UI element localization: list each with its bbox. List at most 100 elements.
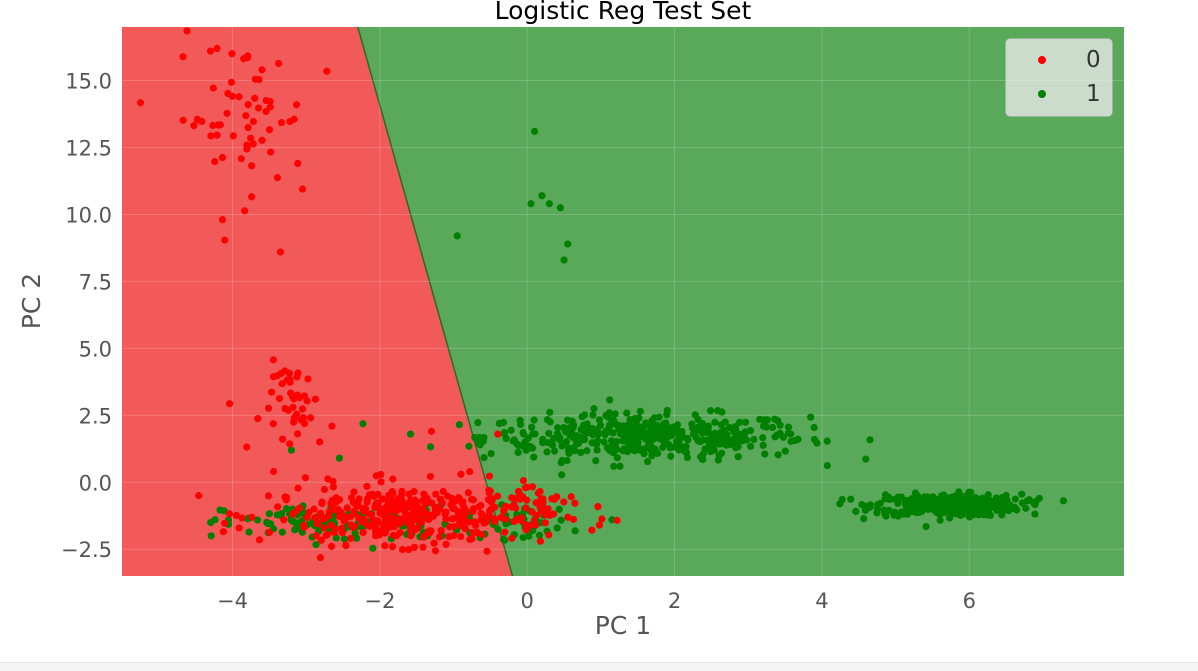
data-point-class-0 <box>289 403 297 411</box>
data-point-class-0 <box>281 404 289 413</box>
data-point-class-1 <box>312 541 320 549</box>
data-point-class-0 <box>477 516 485 524</box>
data-point-class-1 <box>538 192 546 200</box>
data-point-class-0 <box>487 498 496 506</box>
data-point-class-0 <box>327 521 335 529</box>
data-point-class-1 <box>560 256 568 264</box>
data-point-class-0 <box>179 116 187 124</box>
data-point-class-0 <box>522 521 530 529</box>
data-point-class-0 <box>431 547 440 555</box>
data-point-class-0 <box>206 47 215 55</box>
data-point-class-1 <box>616 462 624 470</box>
data-point-class-0 <box>300 523 308 532</box>
data-point-class-1 <box>623 409 631 417</box>
data-point-class-0 <box>359 504 367 512</box>
data-point-class-1 <box>710 446 718 454</box>
data-point-class-1 <box>1031 510 1039 518</box>
data-point-class-0 <box>394 495 403 503</box>
data-point-class-1 <box>747 442 755 450</box>
data-point-class-1 <box>530 453 538 461</box>
data-point-class-0 <box>417 517 425 525</box>
data-point-class-0 <box>251 94 259 102</box>
data-point-class-1 <box>530 127 539 136</box>
data-point-class-1 <box>711 418 719 426</box>
data-point-class-1 <box>455 421 463 429</box>
data-point-class-0 <box>278 380 286 388</box>
data-point-class-1 <box>932 503 940 511</box>
data-point-class-0 <box>232 511 240 520</box>
data-point-class-0 <box>359 528 367 537</box>
data-point-class-0 <box>336 509 344 517</box>
data-point-class-0 <box>485 507 494 516</box>
data-point-class-1 <box>519 428 527 437</box>
data-point-class-1 <box>278 509 286 518</box>
data-point-class-0 <box>435 533 444 541</box>
data-point-class-1 <box>612 437 621 446</box>
data-point-class-1 <box>605 409 613 417</box>
data-point-class-1 <box>571 447 579 455</box>
data-point-class-1 <box>551 447 559 455</box>
data-point-class-1 <box>553 524 561 532</box>
data-point-class-1 <box>791 436 799 445</box>
data-point-class-0 <box>251 75 259 83</box>
data-point-class-1 <box>697 453 705 461</box>
data-point-class-1 <box>940 508 948 516</box>
data-point-class-1 <box>500 428 509 437</box>
data-point-class-1 <box>615 425 623 433</box>
data-point-class-1 <box>340 535 349 543</box>
data-point-class-1 <box>967 488 975 497</box>
data-point-class-1 <box>583 447 591 455</box>
data-point-class-0 <box>269 356 277 364</box>
data-point-class-1 <box>207 532 215 540</box>
data-point-class-1 <box>682 443 690 451</box>
data-point-class-1 <box>660 420 668 428</box>
data-point-class-0 <box>286 378 294 386</box>
data-point-class-0 <box>536 504 544 512</box>
data-point-class-0 <box>330 528 338 537</box>
data-point-class-0 <box>313 520 322 528</box>
data-point-class-0 <box>264 404 273 412</box>
data-point-class-0 <box>274 503 282 511</box>
data-point-class-0 <box>426 472 435 481</box>
data-point-class-0 <box>317 536 325 544</box>
data-point-class-1 <box>771 415 779 423</box>
data-point-class-0 <box>354 500 362 508</box>
data-point-class-0 <box>372 472 380 480</box>
data-point-class-0 <box>290 115 298 123</box>
data-point-class-1 <box>655 413 663 421</box>
data-point-class-1 <box>1059 497 1068 505</box>
data-point-class-1 <box>890 511 898 519</box>
data-point-class-0 <box>442 508 450 516</box>
data-point-class-1 <box>287 446 296 454</box>
data-point-class-0 <box>244 100 252 109</box>
data-point-class-0 <box>532 521 540 529</box>
data-point-class-0 <box>398 545 407 554</box>
data-point-class-1 <box>873 509 881 517</box>
data-point-class-1 <box>659 443 667 452</box>
data-point-class-0 <box>249 117 257 126</box>
data-point-class-0 <box>237 155 245 163</box>
data-point-class-1 <box>642 419 650 427</box>
data-point-class-1 <box>698 420 707 428</box>
data-point-class-0 <box>382 502 391 511</box>
x-tick-label: −4 <box>217 589 248 613</box>
data-point-class-0 <box>350 509 359 517</box>
data-point-class-1 <box>913 492 922 500</box>
data-point-class-1 <box>862 455 870 463</box>
data-point-class-0 <box>258 66 266 74</box>
data-point-class-1 <box>905 504 913 513</box>
data-point-class-1 <box>836 500 844 508</box>
data-point-class-1 <box>282 505 291 513</box>
data-point-class-0 <box>544 505 552 513</box>
data-point-class-0 <box>221 519 229 527</box>
data-point-class-0 <box>381 542 389 550</box>
data-point-class-0 <box>512 504 520 512</box>
data-point-class-1 <box>978 503 986 512</box>
data-point-class-1 <box>507 426 515 434</box>
data-point-class-1 <box>596 421 605 429</box>
data-point-class-0 <box>265 126 274 134</box>
data-point-class-1 <box>1025 496 1033 504</box>
data-point-class-1 <box>522 446 530 454</box>
data-point-class-1 <box>558 471 566 479</box>
